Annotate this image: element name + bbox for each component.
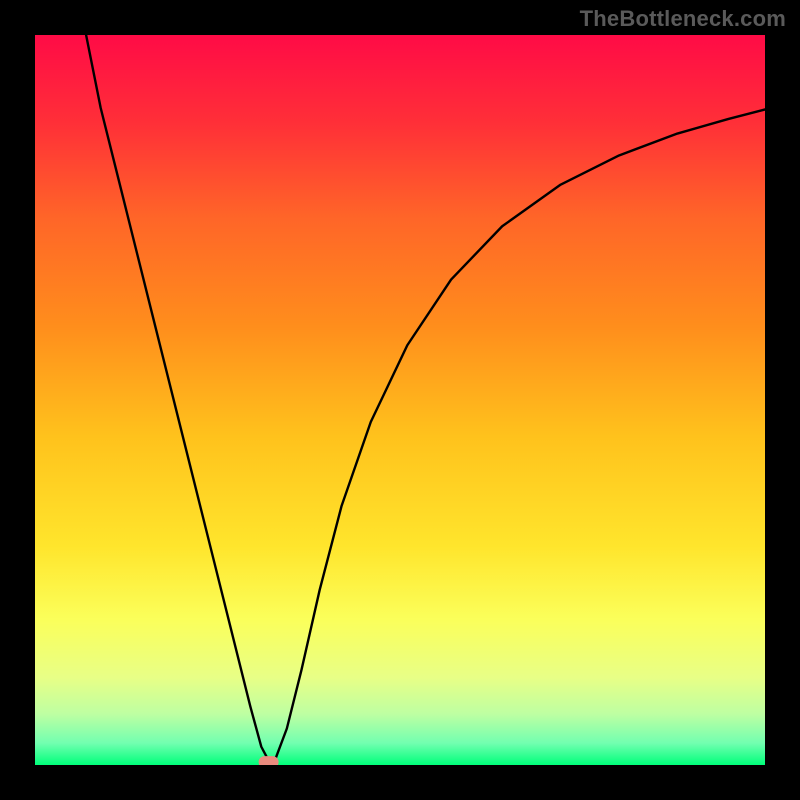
bottleneck-curve xyxy=(86,35,765,761)
chart-curve-layer xyxy=(35,35,765,765)
watermark-text: TheBottleneck.com xyxy=(580,6,786,32)
chart-frame: TheBottleneck.com xyxy=(0,0,800,800)
optimum-marker xyxy=(259,756,279,765)
plot-area xyxy=(35,35,765,765)
